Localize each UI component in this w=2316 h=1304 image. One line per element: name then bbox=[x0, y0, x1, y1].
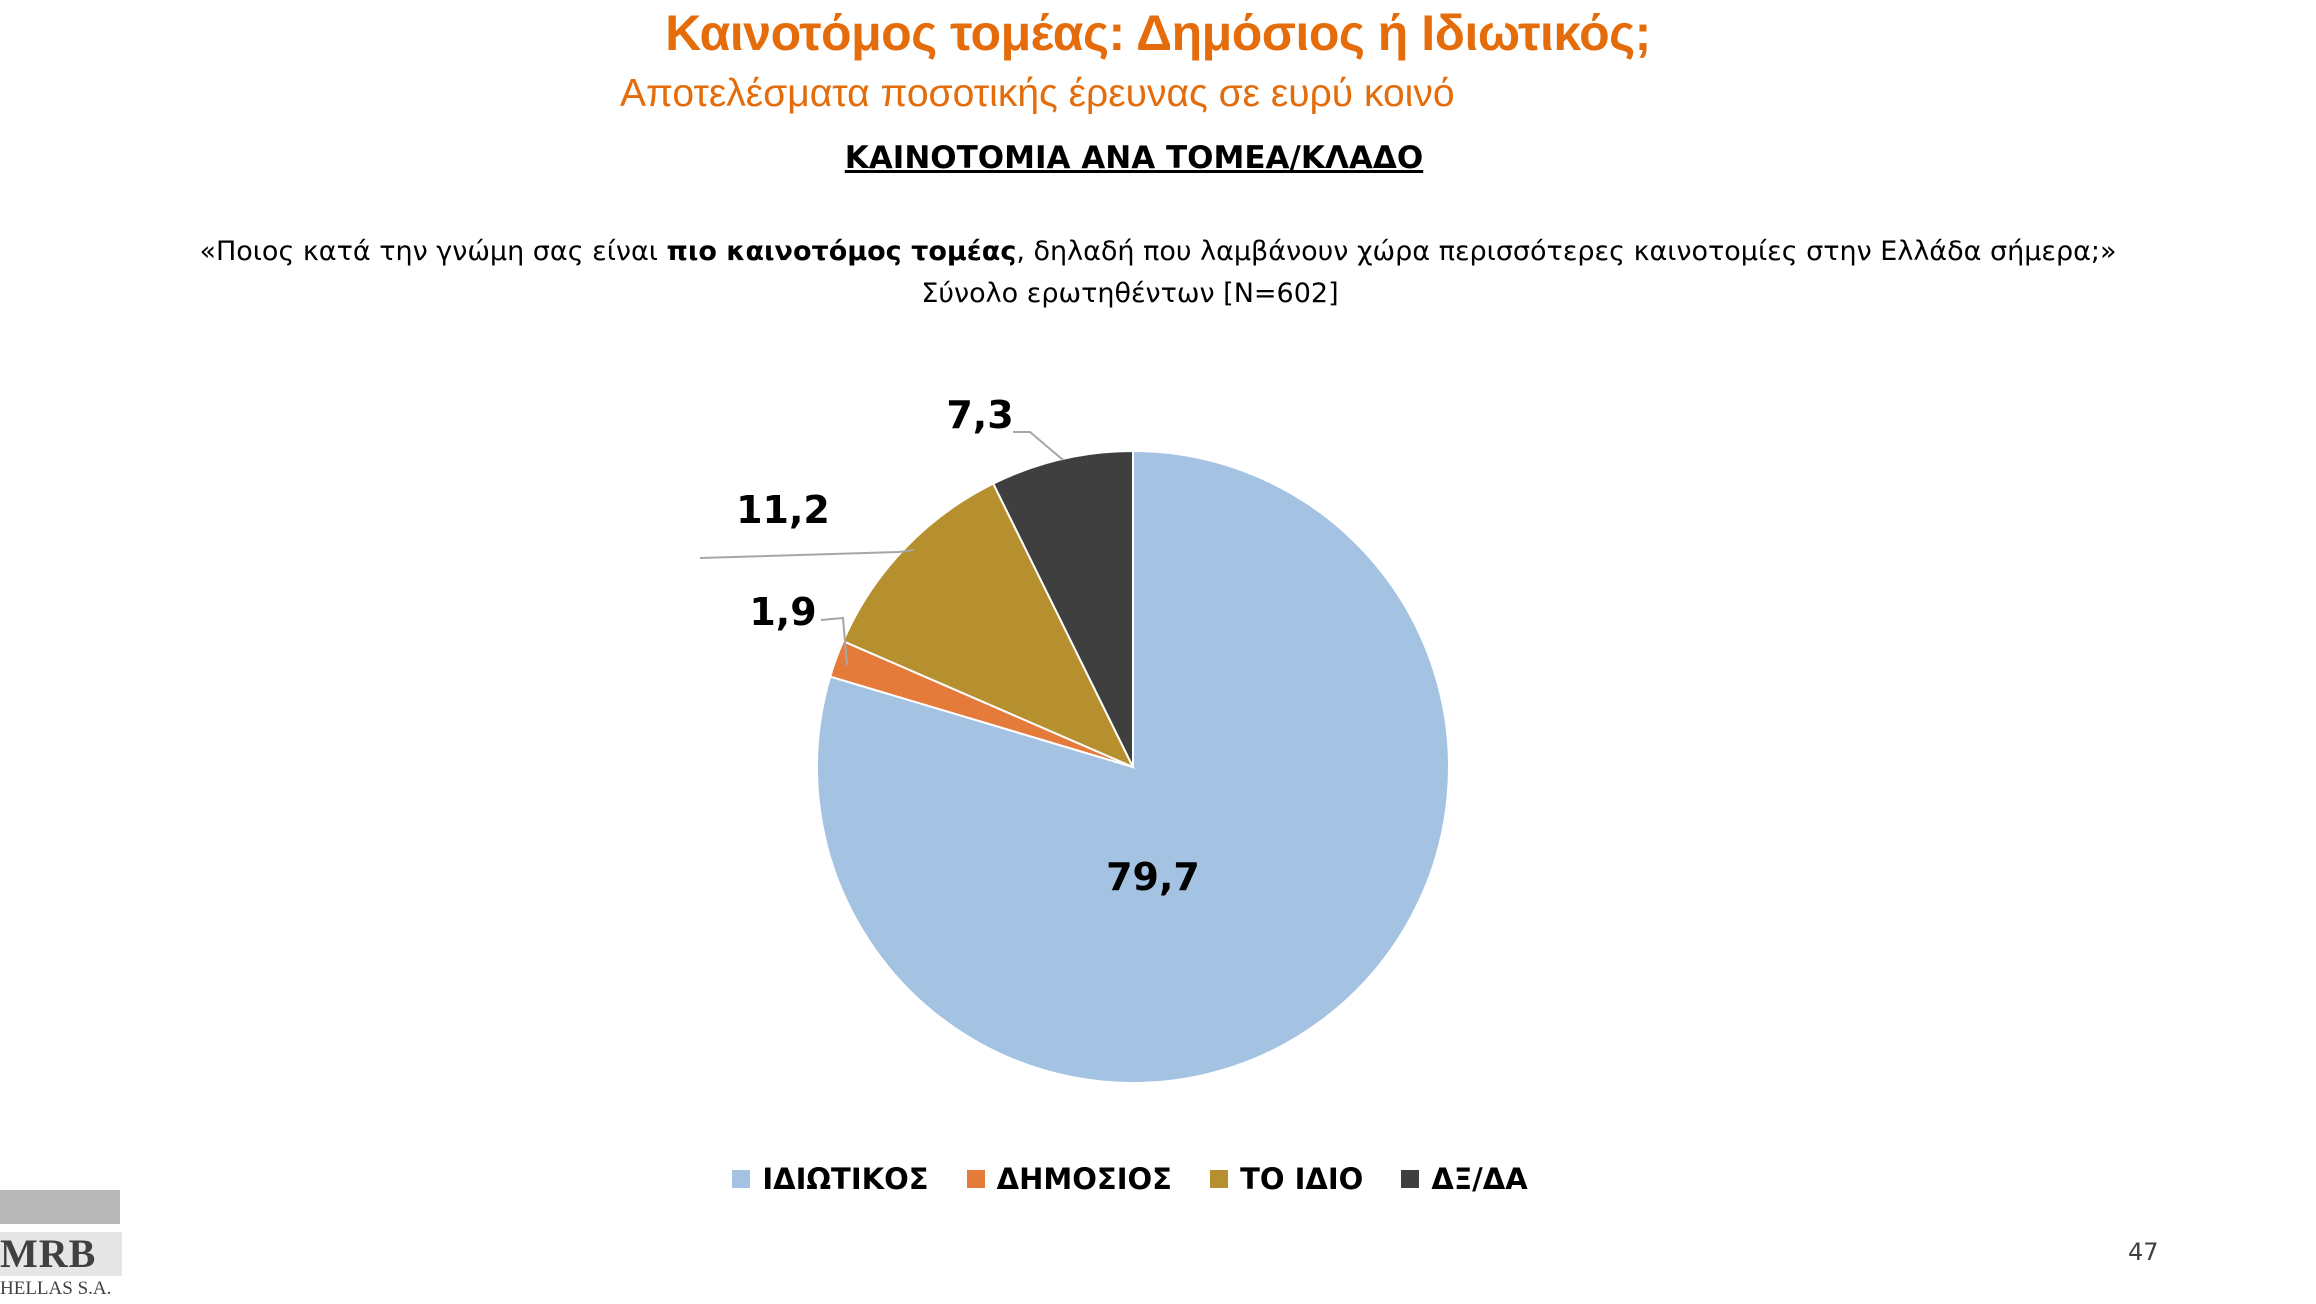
leader-line-same bbox=[699, 549, 915, 559]
legend-swatch-same bbox=[1210, 1170, 1229, 1188]
chart-legend: ΙΔΙΩΤΙΚΟΣ ΔΗΜΟΣΙΟΣ ΤΟ ΙΔΙΟ ΔΞ/ΔΑ bbox=[0, 1162, 2260, 1196]
slide-title: Καινοτόμος τομέας: Δημόσιος ή Ιδιωτικός; bbox=[665, 5, 1651, 61]
legend-label-same: ΤΟ ΙΔΙΟ bbox=[1240, 1162, 1364, 1196]
legend-swatch-dk-na bbox=[1401, 1170, 1420, 1188]
sample-base: Σύνολο ερωτηθέντων [N=602] bbox=[921, 278, 1339, 309]
leader-line-public bbox=[820, 616, 848, 666]
question-text-bold: πιο καινοτόμος τομέας bbox=[666, 236, 1017, 267]
data-label-private: 79,7 bbox=[1106, 855, 1200, 899]
leader-line-dk-na bbox=[1013, 431, 1064, 461]
page-number: 47 bbox=[2128, 1238, 2159, 1266]
data-label-same: 11,2 bbox=[736, 488, 830, 532]
pie-slice-same bbox=[841, 482, 1136, 770]
logo-mrb-text: MRB bbox=[0, 1232, 122, 1276]
legend-label-private: ΙΔΙΩΤΙΚΟΣ bbox=[762, 1162, 929, 1196]
slide-subtitle: Αποτελέσματα ποσοτικής έρευνας σε ευρύ κ… bbox=[620, 72, 1455, 115]
logo-bar bbox=[0, 1190, 120, 1224]
section-title: ΚΑΙΝΟΤΟΜΙΑ ΑΝΑ ΤΟΜΕΑ/ΚΛΑΔΟ bbox=[844, 140, 1424, 176]
legend-item-public: ΔΗΜΟΣΙΟΣ bbox=[966, 1162, 1172, 1196]
legend-item-dk-na: ΔΞ/ΔΑ bbox=[1401, 1162, 1528, 1196]
legend-item-private: ΙΔΙΩΤΙΚΟΣ bbox=[732, 1162, 929, 1196]
legend-item-same: ΤΟ ΙΔΙΟ bbox=[1210, 1162, 1363, 1196]
data-label-public: 1,9 bbox=[749, 590, 816, 634]
survey-question: «Ποιος κατά την γνώμη σας είναι πιο καιν… bbox=[0, 236, 2316, 267]
legend-swatch-private bbox=[732, 1170, 751, 1188]
data-label-dk-na: 7,3 bbox=[946, 393, 1013, 437]
legend-label-dk-na: ΔΞ/ΔΑ bbox=[1431, 1162, 1528, 1196]
question-text-2: , δηλαδή που λαμβάνουν χώρα περισσότερες… bbox=[1016, 236, 2117, 267]
logo-sub-text: HELLAS S.A. bbox=[0, 1278, 112, 1299]
mrb-logo: MRB HELLAS S.A. bbox=[0, 1190, 122, 1304]
legend-label-public: ΔΗΜΟΣΙΟΣ bbox=[996, 1162, 1172, 1196]
question-text-1: «Ποιος κατά την γνώμη σας είναι bbox=[199, 236, 667, 267]
legend-swatch-public bbox=[966, 1170, 985, 1188]
